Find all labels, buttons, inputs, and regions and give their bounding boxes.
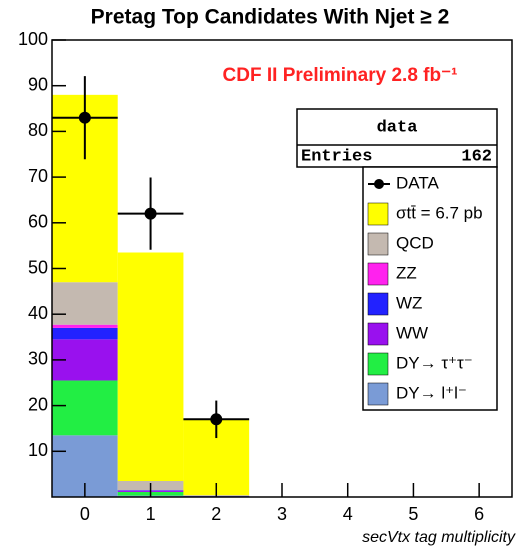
x-tick-label: 1 (146, 504, 156, 524)
x-tick-label: 2 (211, 504, 221, 524)
stats-value: 162 (461, 147, 492, 166)
y-tick-label: 100 (18, 29, 48, 49)
legend-label: DY→ τ⁺τ⁻ (396, 353, 473, 372)
y-tick-label: 70 (28, 166, 48, 186)
legend-label: σtt̄ = 6.7 pb (396, 203, 483, 222)
bar-segment (52, 380, 118, 435)
y-tick-label: 20 (28, 394, 48, 414)
bar-segment (52, 328, 118, 339)
x-tick-label: 3 (277, 504, 287, 524)
x-tick-label: 6 (474, 504, 484, 524)
legend-label: DY→ l⁺l⁻ (396, 383, 467, 402)
legend-label: QCD (396, 233, 434, 252)
stats-label: Entries (301, 147, 372, 166)
annotation: CDF II Preliminary 2.8 fb⁻¹ (223, 65, 458, 86)
legend-label: WW (396, 323, 428, 342)
x-tick-label: 4 (343, 504, 353, 524)
legend-swatch (368, 353, 388, 375)
x-tick-label: 5 (408, 504, 418, 524)
y-tick-label: 60 (28, 212, 48, 232)
data-point (145, 208, 157, 220)
legend-swatch (368, 233, 388, 255)
legend-swatch (368, 293, 388, 315)
legend-label: DATA (396, 173, 439, 192)
legend-swatch (368, 203, 388, 225)
y-tick-label: 30 (28, 349, 48, 369)
y-tick-label: 80 (28, 120, 48, 140)
data-point (210, 413, 222, 425)
bar-segment (118, 253, 184, 482)
legend-swatch (368, 323, 388, 345)
x-axis-label: secVtx tag multiplicity (362, 529, 516, 546)
chart-title: Pretag Top Candidates With Njet ≥ 2 (91, 6, 450, 29)
legend-swatch (368, 263, 388, 285)
x-tick-label: 0 (80, 504, 90, 524)
y-tick-label: 90 (28, 74, 48, 94)
y-tick-label: 40 (28, 303, 48, 323)
y-tick-label: 50 (28, 257, 48, 277)
data-point (79, 112, 91, 124)
stats-title: data (377, 118, 418, 137)
bar-segment (52, 282, 118, 325)
bar-segment (52, 325, 118, 328)
y-tick-label: 10 (28, 440, 48, 460)
legend-swatch (368, 383, 388, 405)
legend-label: ZZ (396, 263, 417, 282)
legend-marker (374, 179, 384, 189)
legend-label: WZ (396, 293, 422, 312)
